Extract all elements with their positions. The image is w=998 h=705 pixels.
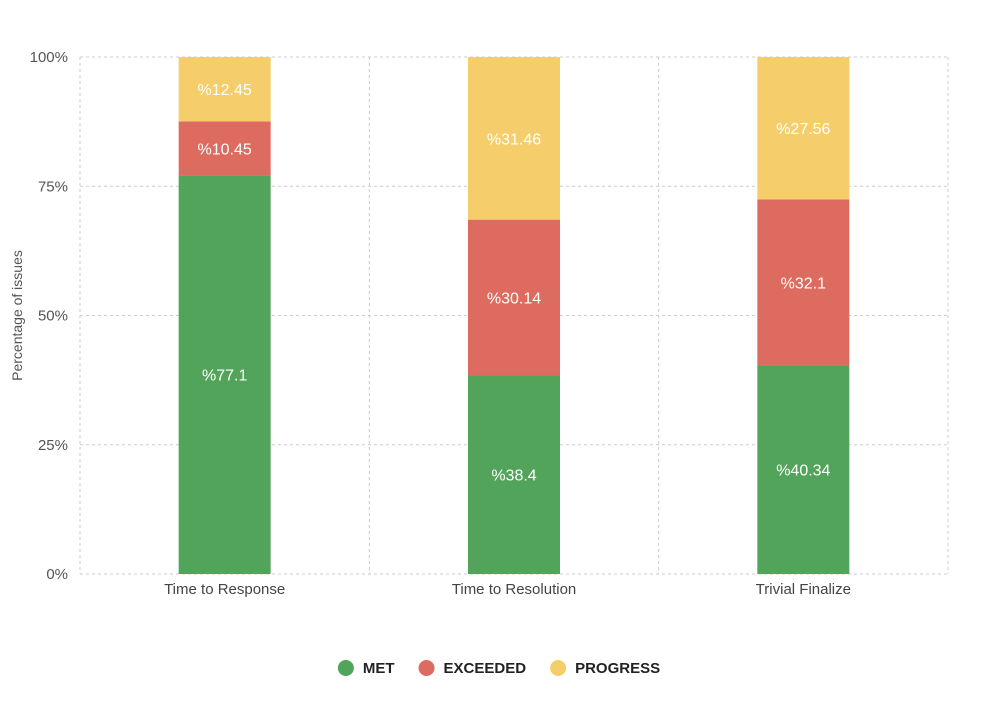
bar-data-label: %30.14 [487, 291, 541, 308]
bar-segment-met [468, 375, 560, 574]
y-tick-label: 75% [38, 178, 68, 195]
legend-item-exceeded: EXCEEDED [418, 660, 527, 677]
bar-segment-exceeded [757, 199, 850, 366]
legend-item-met: MET [337, 660, 395, 677]
bar-segment-met [178, 175, 271, 574]
legend-marker-icon [337, 660, 354, 676]
bar-data-label: %38.4 [491, 468, 536, 485]
legend-marker-icon [550, 660, 567, 676]
bar-label-layer: %77.1 %10.45 %12.45 %38.4 %30.14 %31.46 %40.34… [198, 82, 831, 485]
bar-segment-exceeded [178, 121, 271, 176]
legend-label: MET [363, 660, 395, 677]
legend-label: EXCEEDED [444, 660, 527, 677]
bar-data-label: %12.45 [198, 82, 252, 99]
legend-item-progress: PROGRESS [550, 660, 660, 677]
y-tick-label: 0% [46, 566, 68, 583]
bar-segment-progress [178, 57, 271, 122]
bar-data-label: %32.1 [781, 275, 826, 292]
axis-layer: 0% 25% 50% 75% 100% Percentage of issues Time … [9, 49, 851, 598]
x-category-label: Time to Response [164, 581, 285, 598]
y-axis-title: Percentage of issues [9, 250, 25, 381]
bar-data-label: %77.1 [202, 368, 247, 385]
bar-segment-progress [468, 57, 560, 220]
bar-data-label: %31.46 [487, 131, 541, 148]
legend-label: PROGRESS [575, 660, 660, 677]
y-tick-label: 50% [38, 308, 68, 325]
bar-data-label: %10.45 [198, 141, 252, 158]
bar-segment-met [757, 365, 850, 574]
bar-data-label: %40.34 [776, 463, 830, 480]
bar-layer [178, 57, 850, 574]
bar-data-label: %27.56 [776, 121, 830, 138]
bar-segment-progress [757, 57, 850, 200]
x-category-label: Trivial Finalize [756, 581, 851, 598]
x-category-label: Time to Resolution [452, 581, 577, 598]
y-tick-label: 100% [30, 49, 68, 66]
y-tick-label: 25% [38, 437, 68, 454]
legend: MET EXCEEDED PROGRESS [337, 660, 660, 677]
bar-segment-exceeded [468, 219, 560, 376]
legend-marker-icon [418, 660, 435, 676]
